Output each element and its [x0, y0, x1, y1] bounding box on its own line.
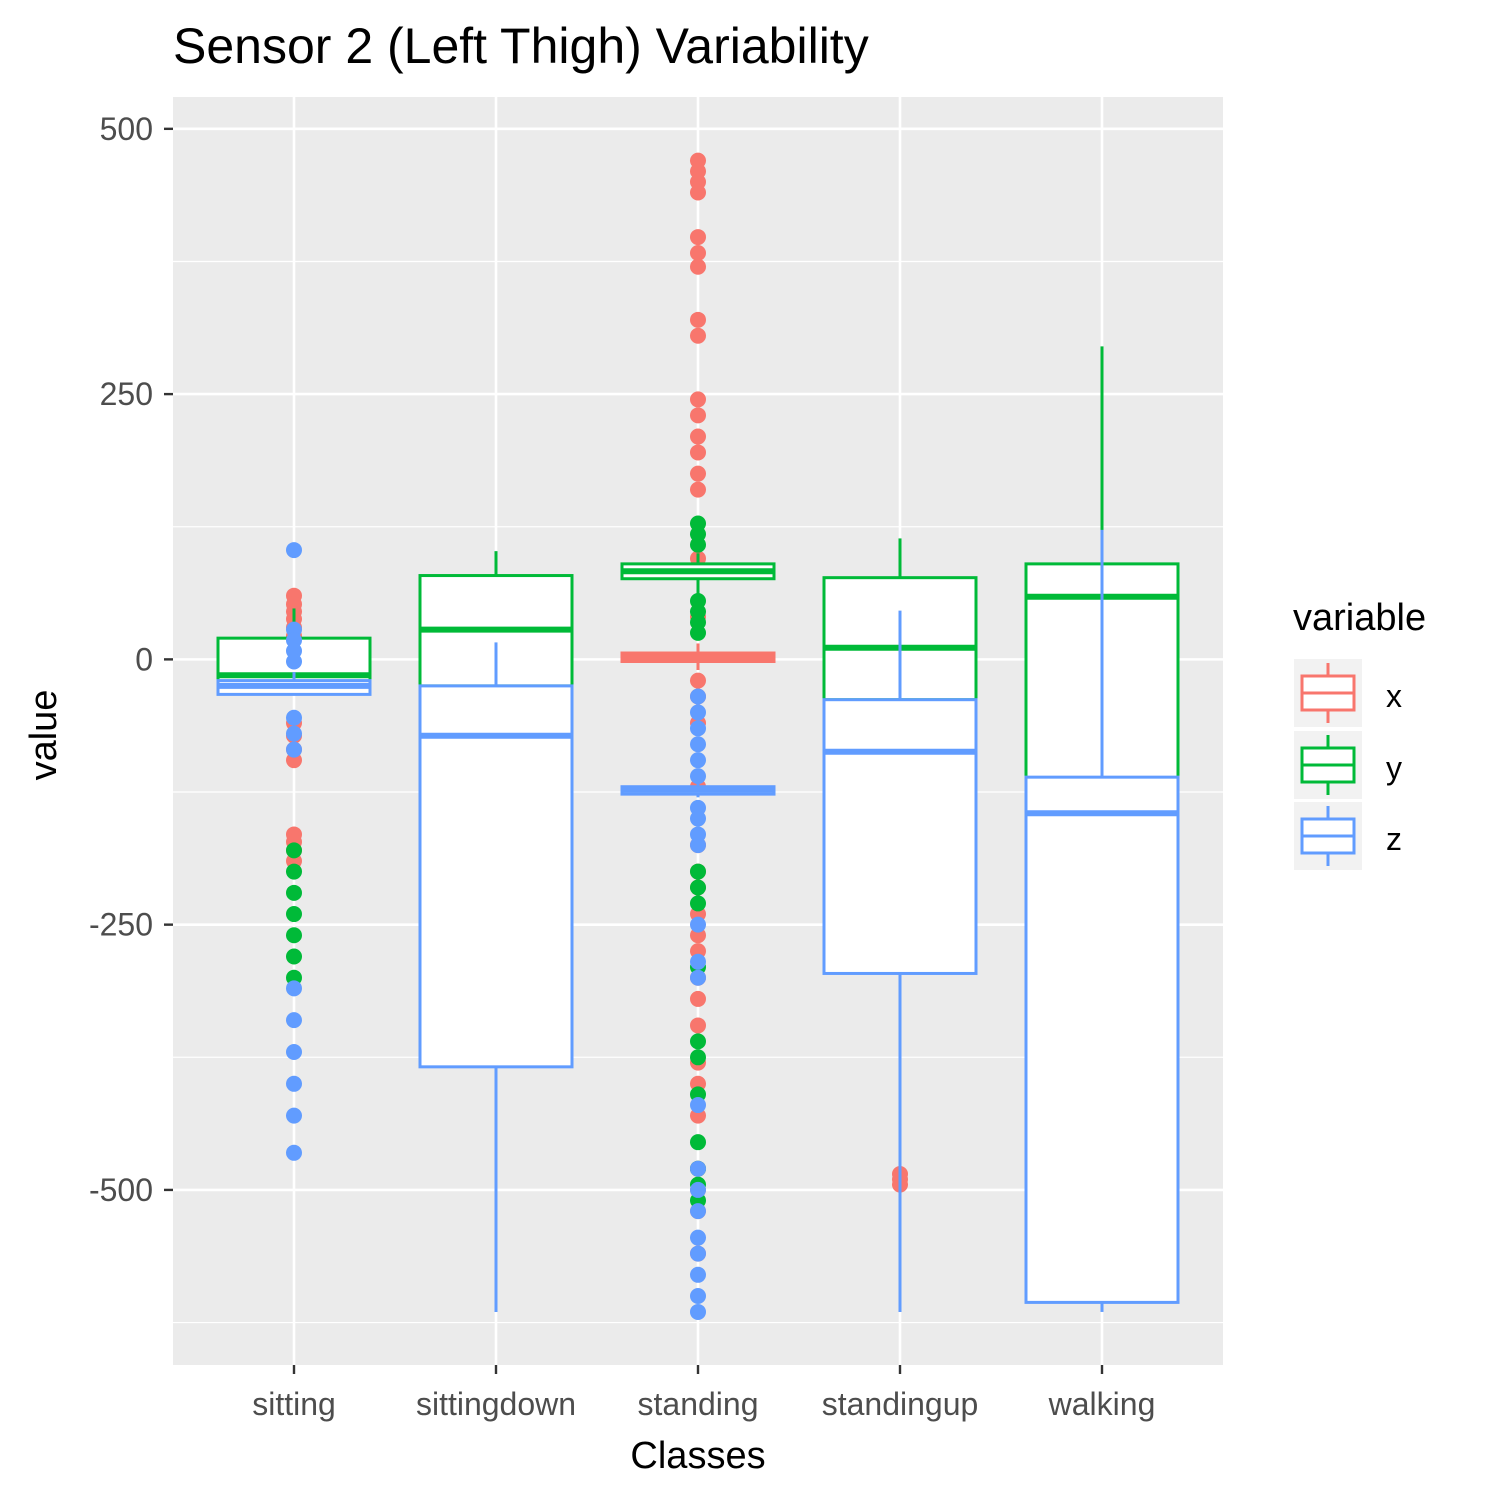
outlier-z-standing [690, 768, 706, 785]
outlier-z-standing [690, 969, 706, 986]
outlier-z-standing [690, 1181, 706, 1198]
x-tick-label-standing: standing [638, 1386, 759, 1422]
legend-key-x [1294, 659, 1362, 727]
outlier-y-standing [690, 624, 706, 641]
outlier-z-standing [690, 1245, 706, 1262]
box-z-sittingdown [418, 684, 574, 1069]
outlier-y-standing [690, 1033, 706, 1050]
axis-ticks [164, 127, 1104, 1374]
x-tick-labels: sitting sittingdown standing standingup … [252, 1386, 1155, 1422]
outlier-x-standing [690, 407, 706, 424]
x-axis-title: Classes [630, 1435, 765, 1477]
y-axis-title: value [23, 690, 65, 781]
outlier-z-standing [690, 837, 706, 854]
outlier-y-standing [690, 1134, 706, 1151]
y-tick-label-4: 500 [100, 111, 153, 147]
outlier-z-standing [690, 810, 706, 827]
series-z [216, 529, 1180, 1320]
outlier-z-standing [690, 953, 706, 970]
outlier-y-standing [690, 536, 706, 553]
outlier-x-standing [690, 258, 706, 275]
outlier-y-sitting [286, 906, 302, 923]
x-tick-label-sittingdown: sittingdown [416, 1386, 576, 1422]
outlier-z-sitting [286, 1012, 302, 1029]
legend-label-y: y [1386, 750, 1402, 786]
outlier-z-standing [690, 1097, 706, 1114]
outlier-x-standing [690, 1017, 706, 1034]
outlier-x-standing [690, 327, 706, 344]
x-tick-label-standingup: standingup [822, 1386, 979, 1422]
outlier-x-standing [690, 391, 706, 408]
outlier-x-standing [690, 444, 706, 461]
outlier-z-standing [690, 1266, 706, 1283]
outlier-z-sitting [286, 725, 302, 742]
outlier-z-sitting [286, 741, 302, 758]
outlier-x-standing [690, 990, 706, 1007]
outlier-x-standing [690, 311, 706, 328]
outlier-y-sitting [286, 863, 302, 880]
legend: variable x y z [1293, 597, 1426, 870]
outlier-x-standing [690, 184, 706, 201]
outlier-y-standing [690, 895, 706, 912]
legend-title: variable [1293, 597, 1426, 639]
outlier-x-standing [690, 465, 706, 482]
x-tick-label-sitting: sitting [252, 1386, 336, 1422]
outlier-z-standing [690, 916, 706, 933]
outlier-y-standing [690, 863, 706, 880]
y-tick-label-0: -500 [89, 1172, 153, 1208]
outlier-x-standing [690, 672, 706, 689]
y-tick-label-2: 0 [135, 641, 153, 677]
outlier-z-standing [690, 1160, 706, 1177]
outlier-z-sitting [286, 653, 302, 670]
outlier-z-standing [690, 1229, 706, 1246]
outlier-z-sitting [286, 1075, 302, 1092]
box-z-walking [1024, 775, 1180, 1304]
y-tick-labels: -500 -250 0 250 500 [89, 111, 153, 1208]
outlier-z-standing [690, 736, 706, 753]
outlier-y-sitting [286, 884, 302, 901]
x-tick-label-walking: walking [1048, 1386, 1156, 1422]
legend-label-x: x [1386, 678, 1402, 714]
outlier-y-standing [690, 1049, 706, 1066]
outlier-z-sitting [286, 1144, 302, 1161]
outlier-z-standing [690, 720, 706, 737]
outlier-x-standing [690, 229, 706, 246]
legend-keys [1294, 659, 1362, 870]
outlier-z-standing [690, 704, 706, 721]
outlier-z-sitting [286, 1043, 302, 1060]
legend-key-y [1294, 731, 1362, 799]
outlier-x-standing [690, 244, 706, 261]
chart-title: Sensor 2 (Left Thigh) Variability [173, 18, 869, 74]
outlier-z-standing [690, 688, 706, 705]
outlier-x-standing [690, 428, 706, 445]
legend-key-z [1294, 802, 1362, 870]
box-series [216, 152, 1180, 1320]
outlier-z-sitting [286, 542, 302, 559]
legend-label-z: z [1386, 821, 1402, 857]
outlier-x-standing [690, 481, 706, 498]
outlier-z-sitting [286, 1107, 302, 1124]
outlier-z-standing [690, 1288, 706, 1305]
outlier-y-sitting [286, 948, 302, 965]
y-tick-label-1: -250 [89, 907, 153, 943]
outlier-y-sitting [286, 927, 302, 944]
outlier-y-standing [690, 879, 706, 896]
outlier-z-standing [690, 1203, 706, 1220]
outlier-z-sitting [286, 709, 302, 726]
outlier-z-standing [690, 752, 706, 769]
outlier-y-sitting [286, 842, 302, 859]
outlier-z-sitting [286, 980, 302, 997]
y-tick-label-3: 250 [100, 376, 153, 412]
box-z-standingup [822, 698, 978, 975]
outlier-z-standing [690, 1303, 706, 1320]
